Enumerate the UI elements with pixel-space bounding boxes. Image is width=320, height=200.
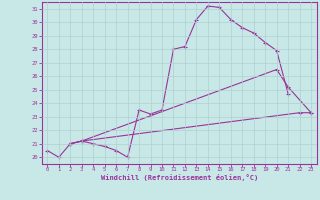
X-axis label: Windchill (Refroidissement éolien,°C): Windchill (Refroidissement éolien,°C) bbox=[100, 174, 258, 181]
